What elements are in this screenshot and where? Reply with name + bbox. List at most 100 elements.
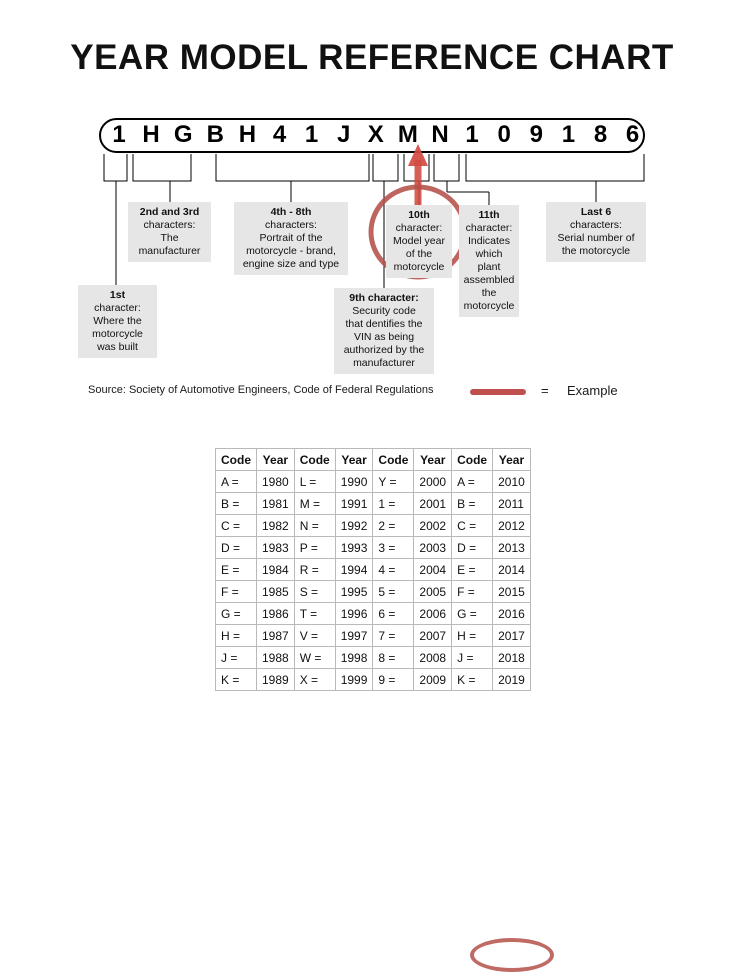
legend-label: Example (567, 383, 618, 398)
table-row: B = 1981 M = 1991 1 = 2001 B = 2011 (215, 492, 531, 515)
table-cell-code: 7 = (372, 624, 415, 647)
callout-line: authorized by the (343, 344, 425, 356)
callout-line: the (481, 287, 497, 299)
callout-heading: Last 6 (580, 206, 612, 218)
table-cell-code: 9 = (372, 668, 415, 691)
bracket-11th (433, 154, 460, 182)
vin-char-5: H (238, 121, 257, 148)
table-cell-year: 1995 (334, 580, 374, 603)
table-header-year-4: Year (492, 448, 531, 471)
vin-char-15: 1 (561, 121, 576, 148)
table-cell-year: 2014 (492, 558, 531, 581)
callout-heading: 2nd and 3rd (139, 206, 200, 218)
table-cell-year: 1999 (334, 668, 374, 691)
callout-last-6-characters: Last 6 characters: Serial number of the mot… (546, 202, 646, 262)
callout-line: characters: (570, 219, 622, 231)
table-cell-year: 1980 (256, 470, 295, 493)
callout-heading: 4th - 8th (270, 206, 312, 218)
table-cell-code: A = (215, 470, 257, 493)
table-cell-year: 2018 (492, 646, 531, 669)
table-cell-year: 1988 (256, 646, 295, 669)
table-cell-year: 1993 (334, 536, 374, 559)
table-cell-code: 8 = (372, 646, 415, 669)
table-cell-year: 1984 (256, 558, 295, 581)
source-note: Source: Society of Automotive Engineers,… (88, 384, 434, 396)
table-cell-code: T = (293, 602, 336, 625)
bracket-1st (103, 154, 128, 182)
callout-line: Security code (352, 305, 416, 317)
bracket-2nd3rd (132, 154, 192, 182)
table-row: A = 1980 L = 1990 Y = 2000 A = 2010 (215, 470, 531, 493)
callout-line: character: (465, 222, 513, 234)
table-cell-year: 1994 (334, 558, 374, 581)
table-cell-code: D = (451, 536, 494, 559)
table-cell-code: W = (293, 646, 336, 669)
callout-line: motorcycle (92, 328, 143, 340)
vin-char-2: H (142, 121, 160, 148)
callout-line: motorcycle - brand, (246, 245, 336, 257)
vin-char-17: 6 (625, 121, 640, 148)
vin-char-13: 0 (497, 121, 511, 148)
table-header-year-3: Year (413, 448, 453, 471)
table-cell-code: 3 = (372, 536, 415, 559)
year-code-table: Code Year Code Year Code Year Code Year A = 1980… (215, 448, 531, 691)
table-header-year-1: Year (256, 448, 295, 471)
table-cell-code: C = (215, 514, 257, 537)
table-header-code-4: Code (451, 448, 494, 471)
table-cell-code: F = (451, 580, 494, 603)
callout-line: manufacturer (353, 357, 415, 369)
table-row: C = 1982 N = 1992 2 = 2002 C = 2012 (215, 514, 531, 537)
table-cell-code: M = (293, 492, 336, 515)
callout-line: character: (94, 302, 141, 314)
table-cell-code: B = (451, 492, 494, 515)
callout-line: that dentifies the (345, 318, 423, 330)
vin-char-6: 4 (272, 121, 287, 148)
table-cell-year: 1998 (334, 646, 374, 669)
table-cell-code: S = (293, 580, 336, 603)
table-cell-code: R = (293, 558, 336, 581)
callout-4th-8th-characters: 4th - 8th characters: Portrait of the motor… (234, 202, 348, 275)
table-cell-year: 1991 (334, 492, 374, 515)
legend-equals-sign: = (541, 383, 549, 398)
table-cell-code: L = (293, 470, 336, 493)
table-cell-code: V = (293, 624, 336, 647)
table-cell-code: F = (215, 580, 257, 603)
callout-line: motorcycle (393, 261, 445, 273)
red-circle-table-1991 (470, 938, 554, 972)
callout-1st-character: 1st character: Where the motorcycle was buil… (78, 285, 157, 358)
callout-line: Model year (393, 235, 445, 247)
table-cell-code: H = (215, 624, 257, 647)
table-cell-year: 2007 (413, 624, 453, 647)
vin-char-3: G (173, 121, 193, 148)
table-cell-code: 1 = (372, 492, 415, 515)
table-cell-year: 1983 (256, 536, 295, 559)
table-cell-code: 6 = (372, 602, 415, 625)
callout-line: motorcycle (463, 300, 515, 312)
table-header-code-1: Code (215, 448, 257, 471)
legend-line-swatch (470, 389, 526, 395)
callout-10th-character: 10th character: Model year of the motorcycle (386, 205, 452, 278)
callout-11th-character: 11th character: Indicates which plant assemb… (459, 205, 519, 317)
callout-heading: 11th (478, 209, 500, 221)
table-cell-code: P = (293, 536, 336, 559)
table-cell-year: 2004 (413, 558, 453, 581)
vin-char-12: 1 (465, 121, 479, 148)
table-cell-year: 2010 (492, 470, 531, 493)
table-cell-year: 2016 (492, 602, 531, 625)
table-body: A = 1980 L = 1990 Y = 2000 A = 2010 B = 1981 M = 19… (215, 470, 531, 691)
table-cell-code: 5 = (372, 580, 415, 603)
callout-heading: 1st (109, 289, 126, 301)
bracket-last6 (465, 154, 645, 182)
table-cell-code: B = (215, 492, 257, 515)
table-cell-code: N = (293, 514, 336, 537)
vin-char-7: 1 (304, 121, 319, 148)
table-header-code-2: Code (293, 448, 336, 471)
callout-line: characters: (143, 219, 196, 231)
table-header-row: Code Year Code Year Code Year Code Year (215, 448, 531, 471)
table-cell-year: 2000 (413, 470, 453, 493)
callout-line: character: (395, 222, 443, 234)
table-cell-year: 1990 (334, 470, 374, 493)
table-cell-code: K = (215, 668, 257, 691)
table-row: J = 1988 W = 1998 8 = 2008 J = 2018 (215, 646, 531, 669)
table-cell-code: K = (451, 668, 494, 691)
